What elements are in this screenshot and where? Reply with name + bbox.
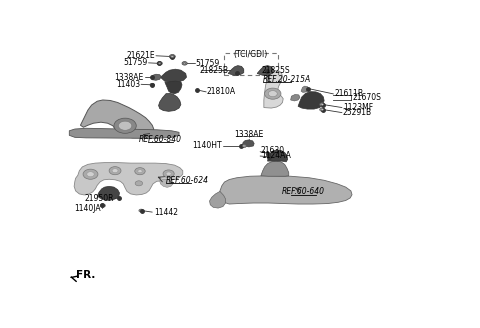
Text: 21825S: 21825S xyxy=(262,66,290,75)
Text: 51759: 51759 xyxy=(196,59,220,68)
Text: REF.60-840: REF.60-840 xyxy=(139,134,182,144)
Circle shape xyxy=(135,181,143,186)
Polygon shape xyxy=(228,66,244,75)
Text: 21950R: 21950R xyxy=(84,194,114,203)
Text: FR.: FR. xyxy=(76,270,95,280)
Text: 21810A: 21810A xyxy=(206,87,235,96)
Circle shape xyxy=(264,88,281,99)
Circle shape xyxy=(182,62,187,65)
Text: 25291B: 25291B xyxy=(343,108,372,117)
Circle shape xyxy=(163,170,174,177)
Polygon shape xyxy=(158,93,181,111)
Text: 1140HT: 1140HT xyxy=(192,141,222,151)
Circle shape xyxy=(171,55,174,57)
Polygon shape xyxy=(165,81,182,94)
Circle shape xyxy=(169,54,175,59)
Circle shape xyxy=(100,204,106,207)
Polygon shape xyxy=(160,69,186,82)
Text: 21825B: 21825B xyxy=(200,66,228,75)
Circle shape xyxy=(158,63,161,64)
Text: 1123MF: 1123MF xyxy=(343,103,373,112)
Circle shape xyxy=(268,91,277,97)
Circle shape xyxy=(102,205,104,206)
Circle shape xyxy=(157,62,162,65)
Circle shape xyxy=(183,63,186,64)
Circle shape xyxy=(135,168,145,175)
Text: 1338AE: 1338AE xyxy=(114,73,144,82)
Polygon shape xyxy=(290,94,300,101)
Circle shape xyxy=(112,169,118,173)
Text: 1140JA: 1140JA xyxy=(74,204,101,213)
Circle shape xyxy=(320,103,325,106)
Polygon shape xyxy=(210,192,226,208)
Polygon shape xyxy=(301,86,309,92)
Circle shape xyxy=(243,145,245,147)
Text: 1338AE: 1338AE xyxy=(234,130,264,139)
Circle shape xyxy=(83,169,98,179)
Text: REF.60-624: REF.60-624 xyxy=(166,176,209,185)
Text: 51759: 51759 xyxy=(123,58,147,67)
Polygon shape xyxy=(261,161,289,176)
Circle shape xyxy=(321,104,324,105)
Text: 21621E: 21621E xyxy=(126,51,155,60)
Circle shape xyxy=(114,118,136,133)
Circle shape xyxy=(150,83,155,86)
Circle shape xyxy=(138,170,142,173)
Polygon shape xyxy=(74,163,183,195)
Circle shape xyxy=(241,144,246,148)
Text: 1124AA: 1124AA xyxy=(261,151,291,160)
Polygon shape xyxy=(257,66,274,75)
Polygon shape xyxy=(242,140,254,147)
Polygon shape xyxy=(264,71,283,108)
Polygon shape xyxy=(151,74,161,80)
Circle shape xyxy=(139,209,144,212)
Text: 21670S: 21670S xyxy=(352,93,381,102)
Polygon shape xyxy=(298,92,324,109)
Text: (TCI/GDI): (TCI/GDI) xyxy=(233,50,267,59)
Text: 11403: 11403 xyxy=(116,80,140,89)
Circle shape xyxy=(320,108,325,111)
Text: REF.60-640: REF.60-640 xyxy=(282,187,325,196)
Text: 21630: 21630 xyxy=(261,147,285,155)
Text: 11442: 11442 xyxy=(154,208,178,217)
Circle shape xyxy=(321,109,324,110)
Polygon shape xyxy=(160,179,173,187)
Polygon shape xyxy=(219,176,352,204)
Circle shape xyxy=(87,172,94,177)
Polygon shape xyxy=(69,128,179,138)
Text: REF.20-215A: REF.20-215A xyxy=(263,75,311,84)
Circle shape xyxy=(119,121,132,130)
Bar xyxy=(224,53,277,75)
Circle shape xyxy=(166,172,171,175)
Text: 21611B: 21611B xyxy=(335,90,363,98)
Polygon shape xyxy=(81,100,154,138)
Polygon shape xyxy=(267,150,288,162)
Circle shape xyxy=(109,167,121,175)
Polygon shape xyxy=(97,186,120,200)
